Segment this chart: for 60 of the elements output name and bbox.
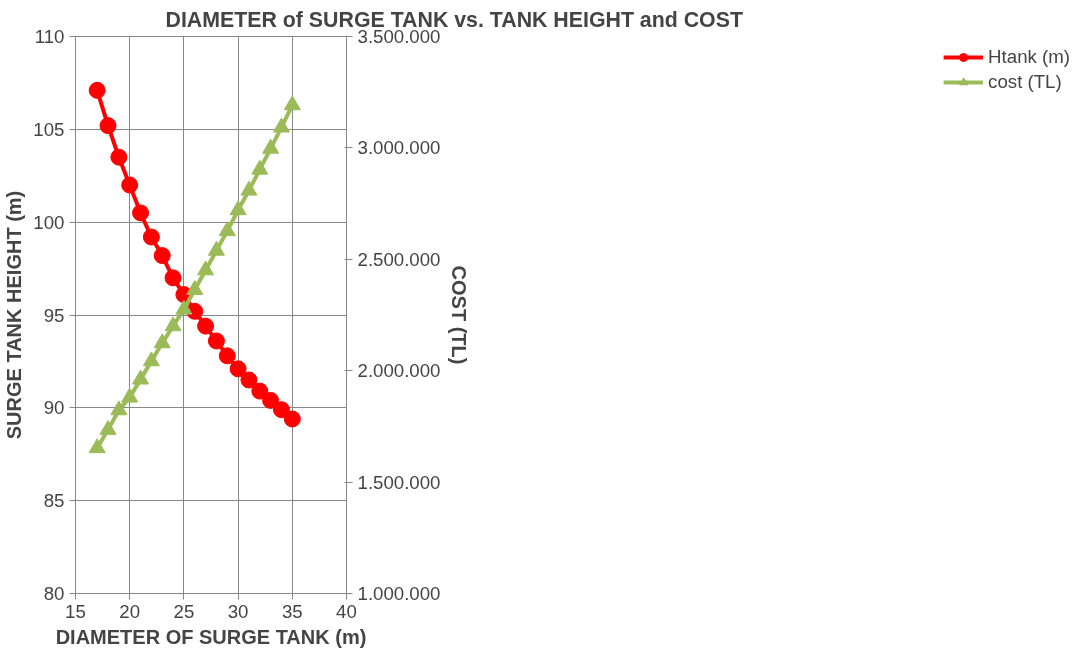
point <box>186 280 204 295</box>
y-axis-title: SURGE TANK HEIGHT (m) <box>3 190 26 440</box>
x-axis-title: DIAMETER OF SURGE TANK (m) <box>55 625 367 648</box>
y2-tick-label: 1.500.000 <box>357 471 441 493</box>
point <box>272 117 290 133</box>
point <box>164 316 182 332</box>
point <box>229 200 247 216</box>
point <box>132 369 150 385</box>
point <box>272 401 290 419</box>
x-tick-label: 15 <box>65 600 86 622</box>
point <box>121 387 139 403</box>
point <box>197 260 215 276</box>
point <box>142 228 160 246</box>
y2-tick-label: 3.000.000 <box>357 137 441 159</box>
point <box>283 410 301 428</box>
y2-tick-label: 2.000.000 <box>357 360 441 382</box>
point <box>88 81 106 99</box>
point <box>218 347 236 365</box>
point <box>88 438 106 454</box>
point <box>207 332 225 350</box>
legend-label: cost (TL) <box>988 71 1062 93</box>
y-tick-label: 80 <box>43 583 65 604</box>
x-tick-label: 20 <box>119 600 141 622</box>
point <box>197 317 215 335</box>
x-tick-label: 35 <box>281 600 303 622</box>
x-tick-label: 30 <box>227 600 249 622</box>
y2-axis-title: COST (TL) <box>448 265 471 365</box>
point <box>110 400 128 416</box>
point <box>132 204 150 222</box>
legend-label: Htank (m) <box>988 46 1070 68</box>
y2-tick-label: 3.500.000 <box>357 26 441 47</box>
point <box>175 299 193 315</box>
point <box>262 138 280 154</box>
point <box>142 351 160 367</box>
point <box>99 420 117 435</box>
y-tick-label: 110 <box>34 26 65 47</box>
point <box>283 95 301 111</box>
point <box>251 159 269 175</box>
x-tick-label: 40 <box>336 600 357 622</box>
y-tick-label: 90 <box>43 397 65 419</box>
point <box>121 176 139 194</box>
point <box>229 360 247 378</box>
point <box>207 240 225 256</box>
point <box>153 333 171 349</box>
point <box>262 391 280 409</box>
y2-tick-label: 2.500.000 <box>357 248 441 270</box>
point <box>251 382 269 400</box>
point <box>153 247 171 265</box>
y-tick-label: 100 <box>33 211 65 233</box>
point <box>240 371 258 389</box>
point <box>99 117 117 135</box>
x-tick-label: 25 <box>173 600 195 622</box>
point <box>240 180 258 196</box>
point <box>164 269 182 287</box>
point <box>110 148 128 166</box>
y-tick-label: 95 <box>43 304 65 326</box>
y-tick-label: 105 <box>33 118 65 140</box>
y-tick-label: 85 <box>43 490 65 512</box>
point <box>218 221 236 237</box>
y2-tick-label: 1.000.000 <box>357 583 441 604</box>
